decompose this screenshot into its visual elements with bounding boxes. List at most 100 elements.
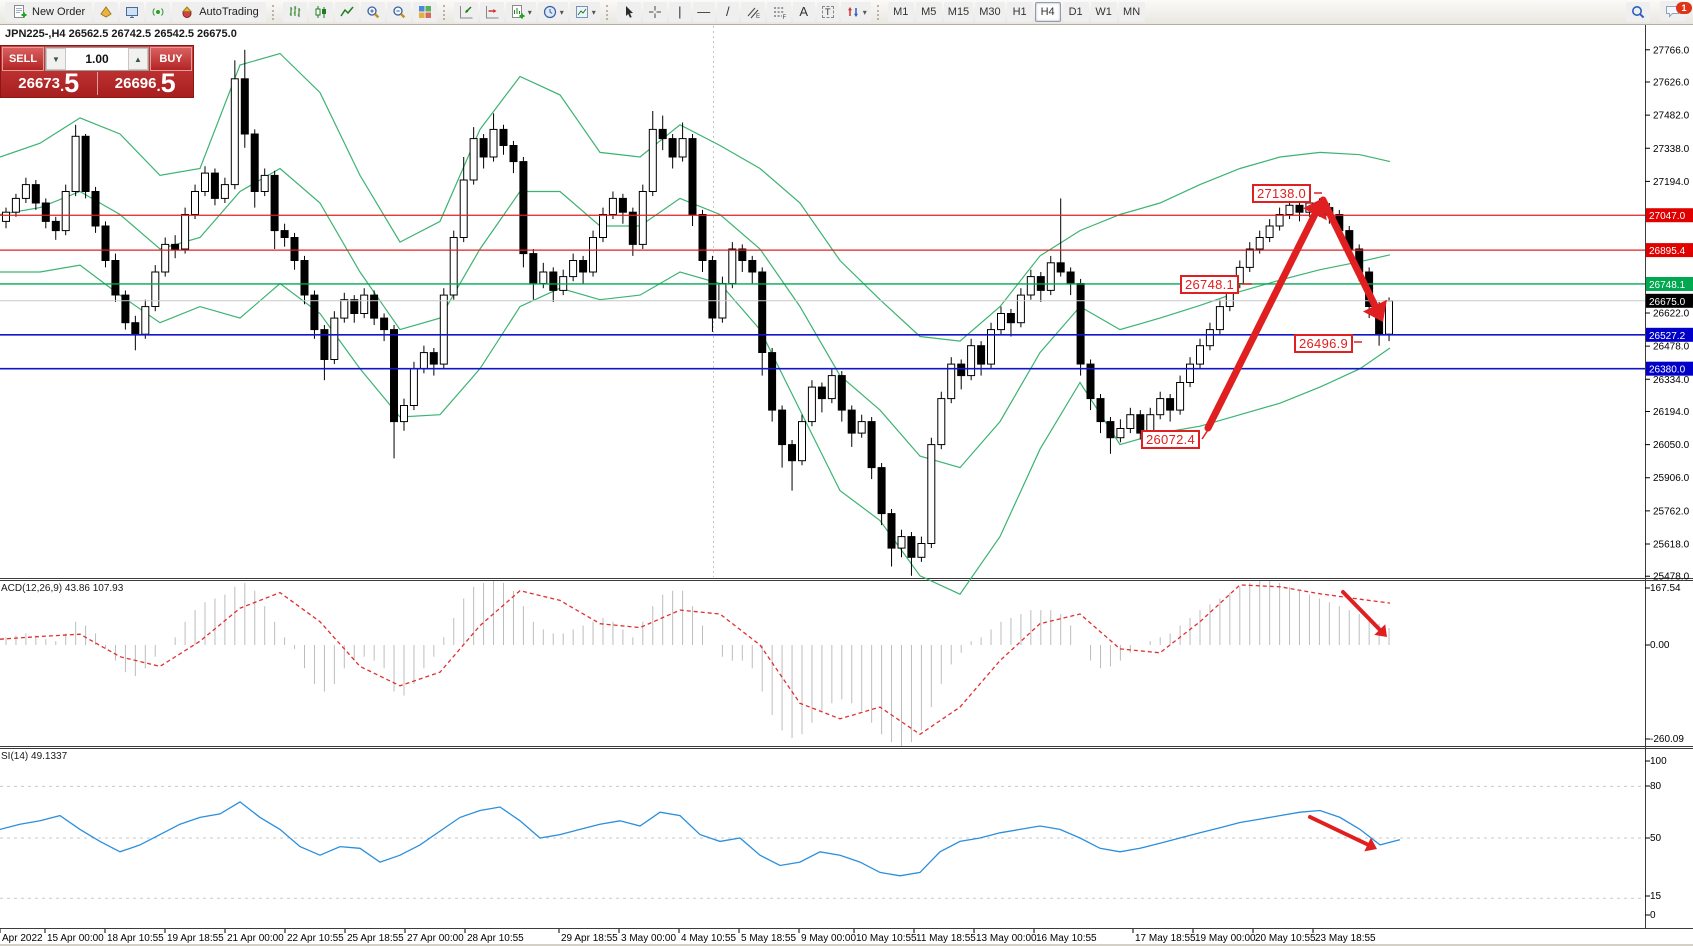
line-chart-button[interactable] [334, 2, 359, 22]
time-axis-label: 4 May 10:55 [681, 933, 736, 944]
bar-chart-button[interactable] [282, 2, 307, 22]
candle-bullish [141, 306, 150, 335]
periods-button[interactable]: ▾ [537, 2, 568, 22]
candle-bullish [71, 135, 80, 193]
candle-bullish [857, 421, 866, 434]
candle-bearish [668, 138, 677, 158]
sell-price[interactable]: 26673 . 5 [1, 70, 97, 97]
timeframe-w1-button[interactable]: W1 [1090, 2, 1117, 22]
candle-bearish [579, 260, 588, 273]
virtual-hosting-button[interactable] [120, 2, 145, 22]
candle-bearish [380, 317, 389, 331]
candle-bullish [1196, 345, 1204, 365]
trend-arrow-line[interactable] [1204, 210, 1319, 432]
macd-axis-label: 0.00 [1650, 640, 1670, 651]
candle-bearish [768, 352, 777, 411]
timeframe-m30-button[interactable]: M30 [975, 2, 1005, 22]
templates-button[interactable]: ▾ [569, 2, 600, 22]
metaeditor-button[interactable] [94, 2, 119, 22]
price-tick-label: 27194.0 [1653, 177, 1690, 188]
zoom-in-button[interactable] [360, 2, 385, 22]
candle-bearish [390, 329, 398, 423]
volume-increase-button[interactable]: ▲ [128, 48, 148, 70]
price-tick-label: 25618.0 [1653, 540, 1690, 551]
trendline-button[interactable]: / [716, 2, 739, 22]
time-axis-label: 28 Apr 10:55 [467, 933, 524, 944]
sell-button[interactable]: SELL [2, 47, 44, 71]
timeframe-d1-button[interactable]: D1 [1062, 2, 1089, 22]
price-callout-resistance[interactable]: 26748.1 [1180, 275, 1240, 294]
candle-bearish [708, 260, 717, 319]
vertical-line-button[interactable]: | [668, 2, 691, 22]
candle-bullish [449, 237, 458, 296]
cursor-button[interactable] [616, 2, 641, 22]
candle-bearish [529, 253, 538, 285]
price-callout-swing-low[interactable]: 26072.4 [1141, 430, 1201, 449]
candle-bearish [1136, 414, 1145, 434]
trend-arrow-line[interactable] [1308, 815, 1370, 847]
bollinger-middle-band [0, 167, 1391, 469]
time-axis-label: 10 May 10:55 [856, 933, 917, 944]
timeframe-m15-button[interactable]: M15 [943, 2, 974, 22]
fibonacci-button[interactable]: F [766, 2, 791, 22]
time-axis-label: Apr 2022 [2, 933, 43, 944]
trend-arrow-line[interactable] [1341, 590, 1382, 632]
timeframe-h1-button[interactable]: H1 [1006, 2, 1033, 22]
trend-arrow-line[interactable] [1319, 196, 1379, 310]
new-order-icon [14, 5, 27, 18]
timeframe-h4-button[interactable]: H4 [1034, 2, 1061, 22]
channel-icon: E [747, 7, 760, 20]
candle-bearish [290, 237, 299, 261]
candle-bearish [887, 513, 896, 549]
time-axis-label: 29 Apr 18:55 [561, 933, 618, 944]
candle-bullish [191, 191, 199, 215]
time-axis-label: 19 Apr 18:55 [167, 933, 224, 944]
time-axis-label: 18 Apr 10:55 [107, 933, 164, 944]
timeframe-mn-button[interactable]: MN [1118, 2, 1145, 22]
volume-decrease-button[interactable]: ▼ [46, 48, 66, 70]
crosshair-button[interactable] [642, 2, 667, 22]
new-chart-button[interactable]: ▾ [505, 2, 536, 22]
chevron-down-icon: ▾ [559, 7, 564, 17]
text-label-icon: T [822, 6, 834, 18]
autotrading-button[interactable]: AutoTrading [172, 2, 266, 22]
rsi-axis-label: 80 [1650, 781, 1662, 792]
tile-windows-button[interactable] [412, 2, 437, 22]
buy-button[interactable]: BUY [150, 47, 192, 71]
templates-icon [575, 6, 588, 18]
candle-bullish [1265, 225, 1274, 238]
sell-price-main: 26673 [18, 75, 60, 92]
price-callout-swing-high[interactable]: 27138.0 [1252, 184, 1312, 203]
timeframe-m1-button[interactable]: M1 [887, 2, 914, 22]
candle-bearish [479, 138, 488, 158]
arrows-tool-button[interactable]: ▾ [840, 2, 871, 22]
timeframe-m5-button[interactable]: M5 [915, 2, 942, 22]
candlestick-chart-button[interactable] [308, 2, 333, 22]
trend-arrow-head[interactable] [1363, 299, 1387, 322]
new-order-label: New Order [32, 6, 86, 18]
zoom-out-button[interactable] [386, 2, 411, 22]
zoom-in-icon [367, 6, 379, 19]
candle-bullish [987, 329, 995, 365]
signals-button[interactable] [146, 2, 171, 22]
notification-badge: 1 [1676, 1, 1692, 14]
trade-panel-price-row: 26673 . 5 26696 . 5 [1, 70, 193, 97]
candlestick-chart-icon [315, 6, 326, 18]
new-order-button[interactable]: New Order [5, 2, 93, 22]
candle-bullish [469, 138, 478, 181]
chart-shift-button[interactable] [479, 2, 504, 22]
time-axis-label: 15 Apr 00:00 [47, 933, 104, 944]
text-tool-button[interactable]: A [792, 2, 815, 22]
horizontal-line-button[interactable]: — [692, 2, 715, 22]
trend-arrow-head[interactable] [1374, 624, 1387, 637]
tile-windows-icon [418, 6, 431, 18]
candle-bearish [628, 211, 637, 245]
trend-arrow-head[interactable] [1364, 837, 1377, 852]
price-callout-support[interactable]: 26496.9 [1294, 334, 1354, 353]
search-button[interactable] [1626, 2, 1650, 22]
equidistant-channel-button[interactable]: E [740, 2, 765, 22]
text-label-button[interactable]: T [816, 2, 839, 22]
auto-scroll-button[interactable] [453, 2, 478, 22]
buy-price[interactable]: 26696 . 5 [98, 70, 194, 97]
volume-value[interactable]: 1.00 [85, 52, 109, 66]
